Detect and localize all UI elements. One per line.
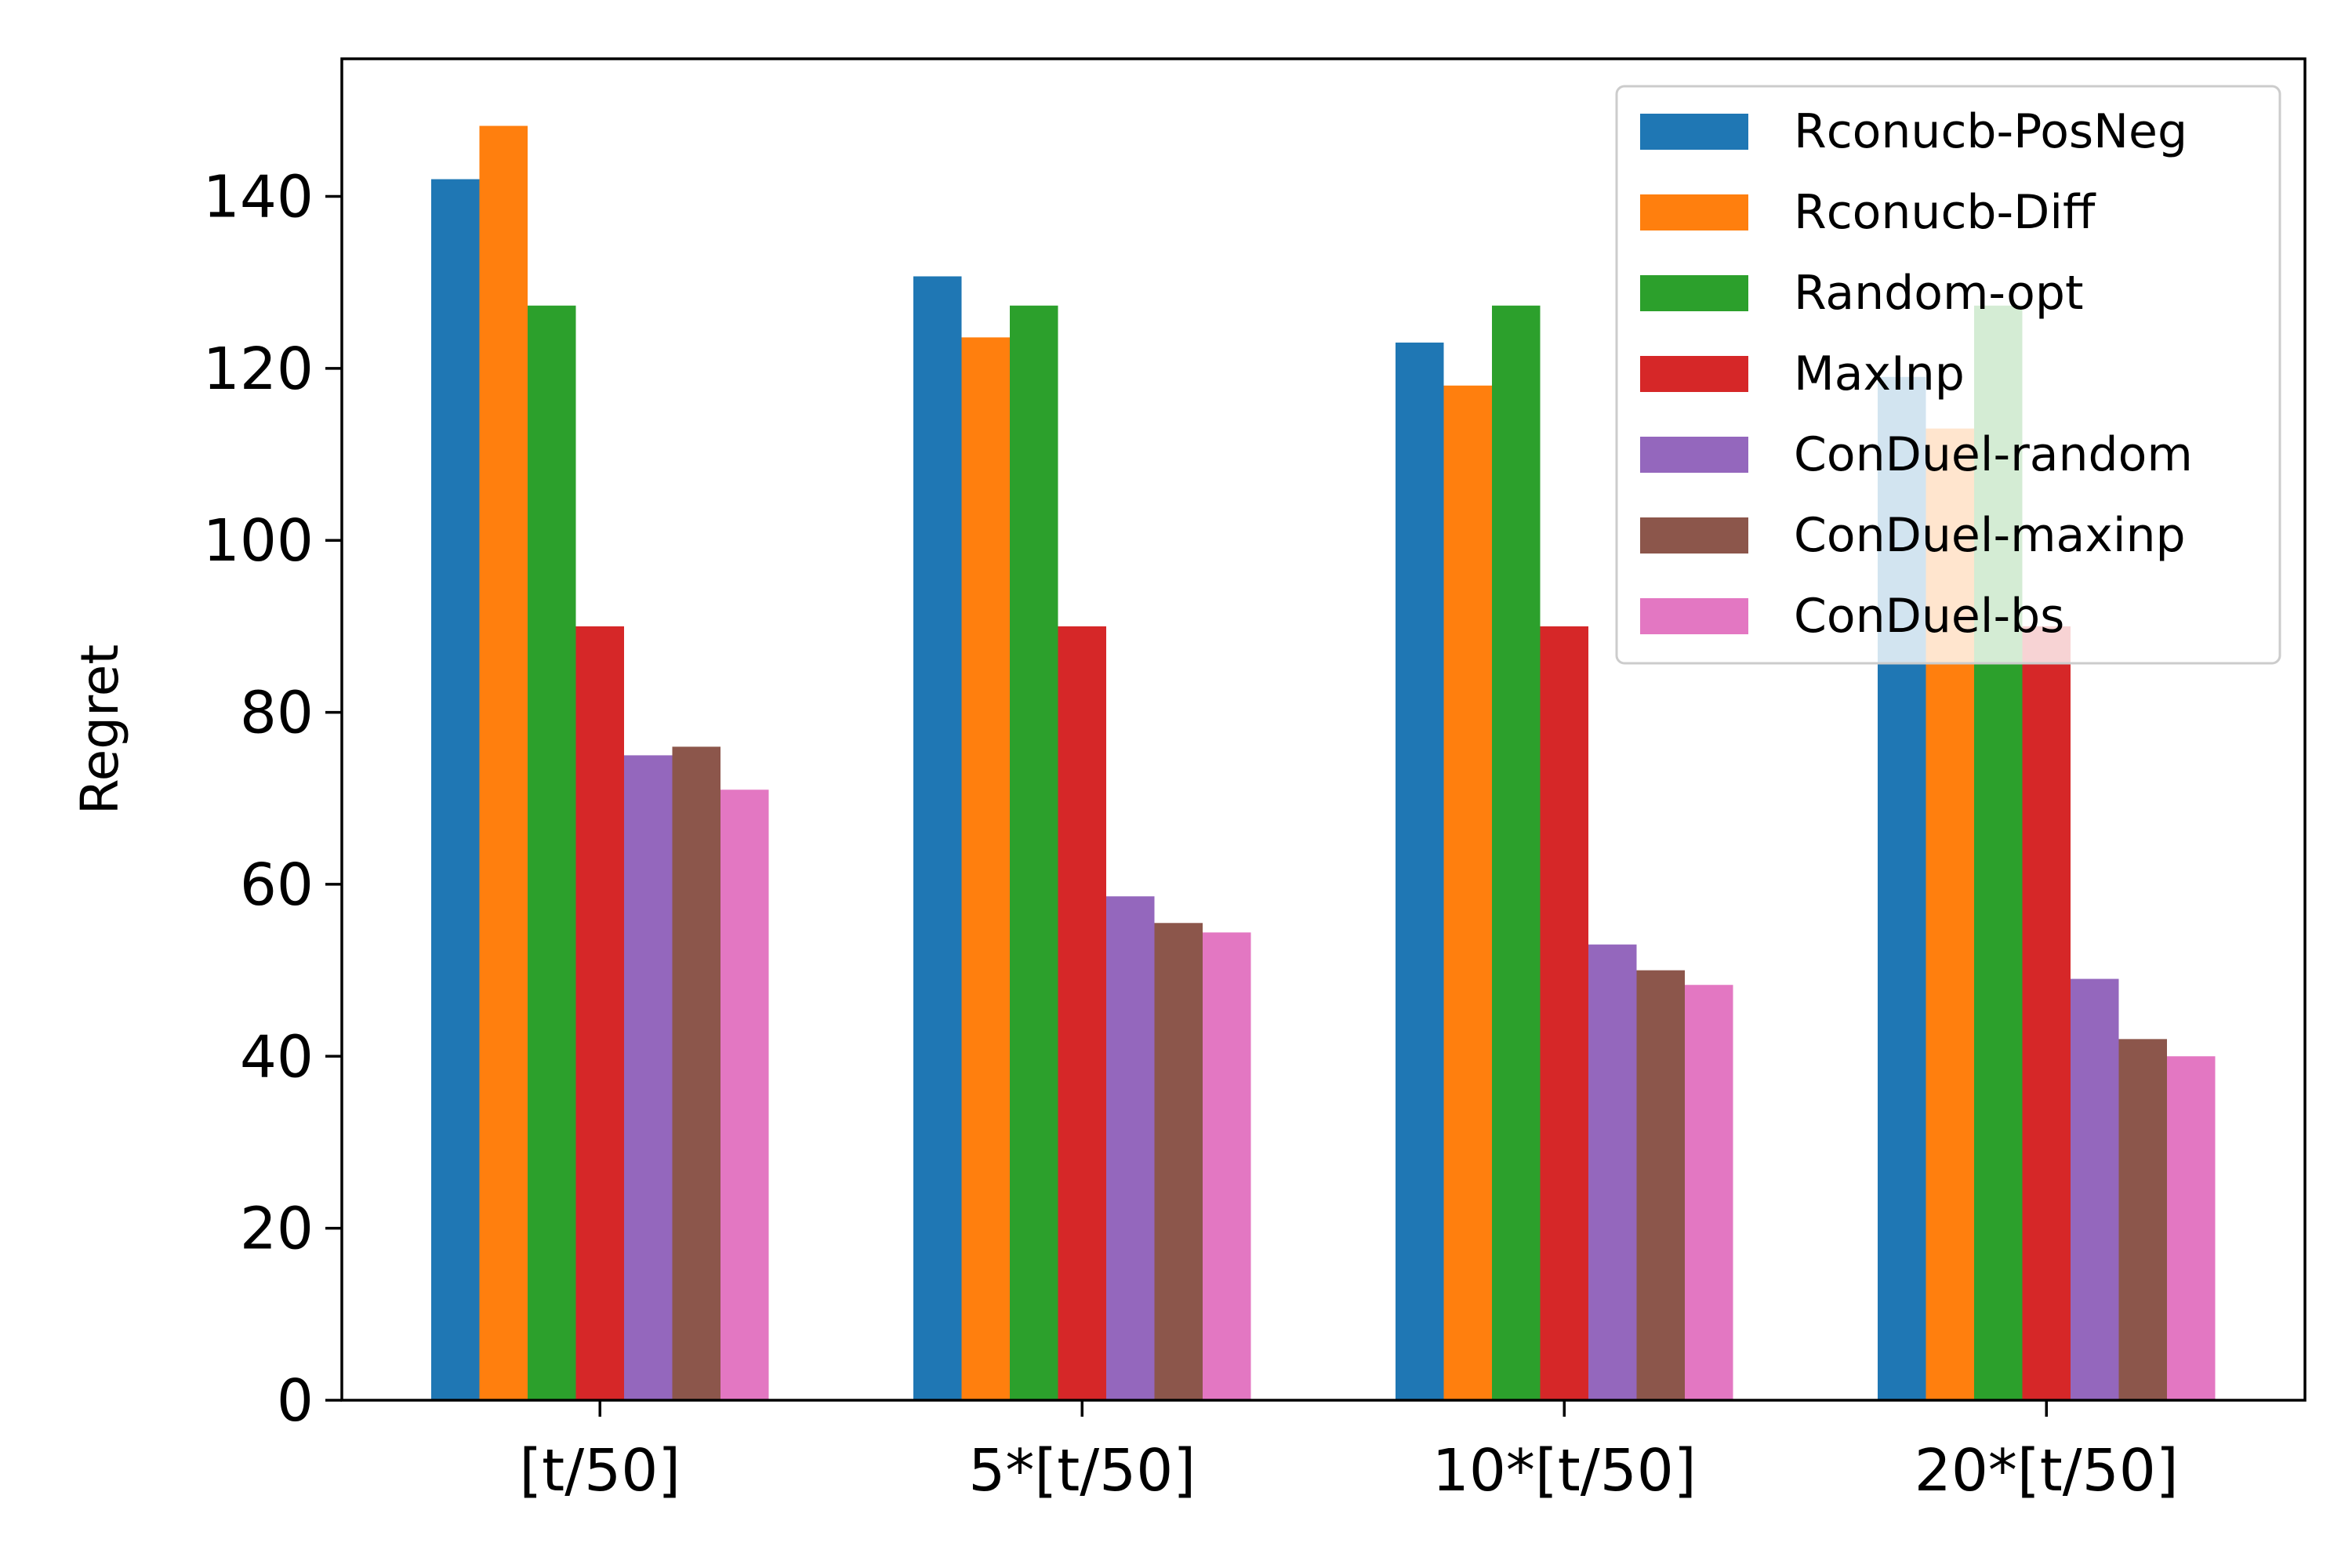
bar xyxy=(672,746,720,1400)
bar xyxy=(479,125,528,1400)
y-tick-label: 20 xyxy=(240,1196,314,1263)
y-tick-label: 60 xyxy=(240,851,314,919)
legend-swatch xyxy=(1640,598,1748,634)
legend-label: Rconucb-Diff xyxy=(1794,185,2096,240)
bar xyxy=(1106,896,1155,1400)
legend-swatch xyxy=(1640,194,1748,230)
legend-label: Random-opt xyxy=(1794,266,2084,321)
legend-swatch xyxy=(1640,437,1748,473)
bar xyxy=(1396,342,1444,1400)
x-axis: [t/50] 5*[t/50] 10*[t/50] 20*[t/50] xyxy=(519,1400,2179,1504)
legend-label: ConDuel-bs xyxy=(1794,589,2064,644)
legend-box xyxy=(1615,85,2281,665)
bar xyxy=(1203,932,1251,1400)
y-tick-label: 120 xyxy=(203,336,314,403)
x-tick-label: 10*[t/50] xyxy=(1432,1437,1697,1504)
legend-swatch xyxy=(1640,275,1748,311)
bar xyxy=(1540,626,1588,1400)
legend: Rconucb-PosNeg Rconucb-Diff Random-opt MaxI… xyxy=(1615,85,2281,665)
y-axis-label: Regret xyxy=(70,644,130,815)
bar xyxy=(2071,978,2119,1400)
bar xyxy=(2022,626,2071,1400)
legend-swatch xyxy=(1640,114,1748,150)
y-tick-label: 40 xyxy=(240,1023,314,1091)
bar xyxy=(1685,985,1733,1400)
legend-label: ConDuel-maxinp xyxy=(1794,508,2186,563)
y-tick-label: 0 xyxy=(277,1367,314,1435)
legend-swatch xyxy=(1640,356,1748,392)
bar xyxy=(528,305,576,1400)
bar xyxy=(913,276,962,1400)
x-tick-label: [t/50] xyxy=(519,1437,681,1504)
bars-layer xyxy=(431,125,2216,1401)
bar xyxy=(720,789,769,1400)
bar xyxy=(1058,626,1106,1400)
x-tick-label: 20*[t/50] xyxy=(1915,1437,2179,1504)
bar xyxy=(2118,1039,2167,1400)
bar xyxy=(1010,305,1058,1400)
y-axis: 0 20 40 60 80 100 120 140 xyxy=(203,163,342,1435)
bar xyxy=(1154,923,1203,1400)
y-tick-label: 80 xyxy=(240,680,314,747)
bar xyxy=(1443,385,1492,1401)
plot-frame xyxy=(340,57,2307,1402)
x-tick-label: 5*[t/50] xyxy=(968,1437,1196,1504)
bar xyxy=(2167,1056,2216,1400)
y-tick-label: 100 xyxy=(203,507,314,575)
bar xyxy=(431,179,480,1401)
bar xyxy=(575,626,624,1400)
legend-label: Rconucb-PosNeg xyxy=(1794,104,2187,159)
bar xyxy=(624,755,673,1400)
bar xyxy=(1636,970,1685,1400)
bar xyxy=(961,337,1010,1400)
y-tick-label: 140 xyxy=(203,163,314,230)
bar xyxy=(1492,305,1541,1400)
bar xyxy=(1588,944,1637,1400)
legend-swatch xyxy=(1640,517,1748,554)
legend-label: ConDuel-random xyxy=(1794,427,2193,482)
legend-label: MaxInp xyxy=(1794,347,1965,401)
